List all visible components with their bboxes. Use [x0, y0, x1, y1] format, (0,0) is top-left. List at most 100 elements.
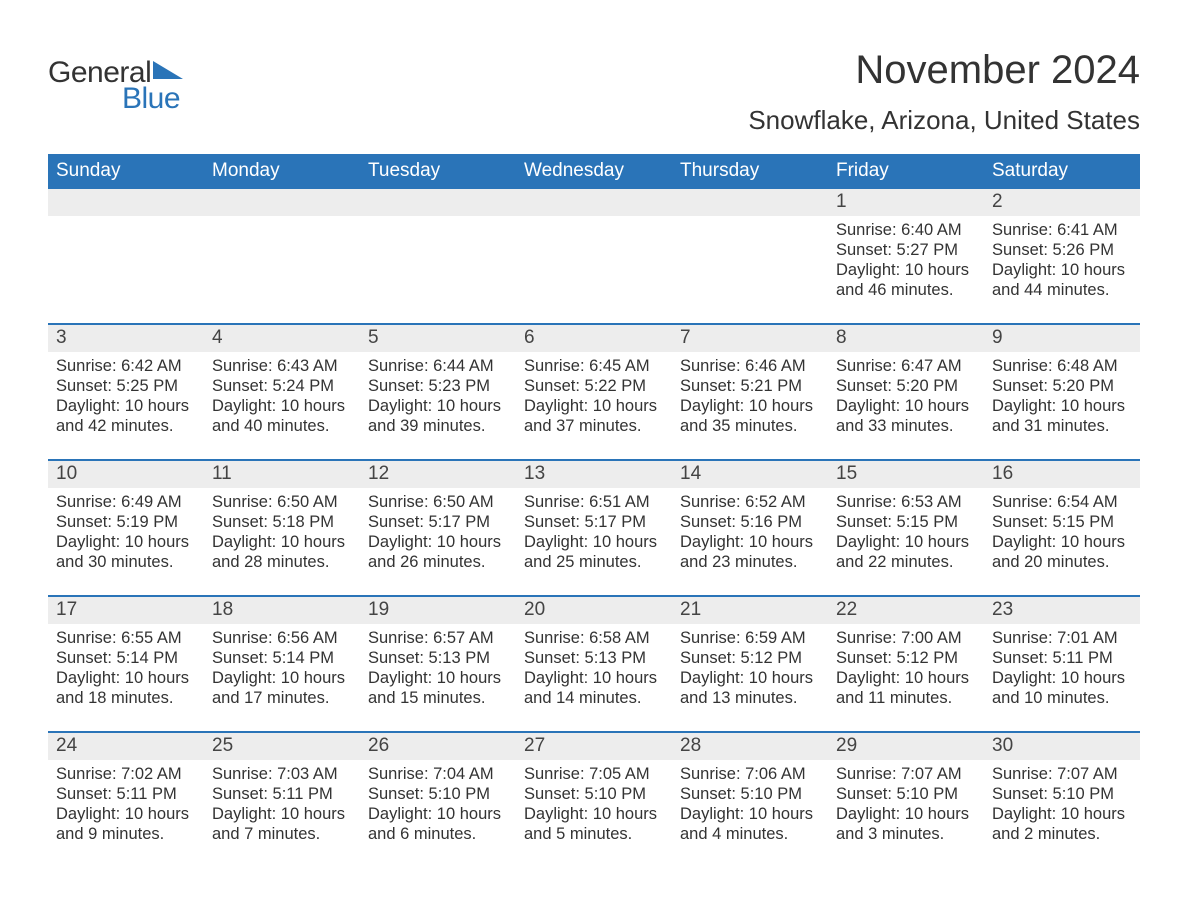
sunrise-text: Sunrise: 7:00 AM: [836, 628, 976, 648]
sunset-text: Sunset: 5:25 PM: [56, 376, 196, 396]
sunrise-text: Sunrise: 6:58 AM: [524, 628, 664, 648]
sunset-text: Sunset: 5:12 PM: [680, 648, 820, 668]
day-number: .: [204, 189, 360, 216]
day-cell: 16Sunrise: 6:54 AMSunset: 5:15 PMDayligh…: [984, 461, 1140, 581]
sunrise-text: Sunrise: 7:02 AM: [56, 764, 196, 784]
day-cell: 15Sunrise: 6:53 AMSunset: 5:15 PMDayligh…: [828, 461, 984, 581]
sunset-text: Sunset: 5:13 PM: [524, 648, 664, 668]
day-number: 7: [672, 325, 828, 352]
day-number: 5: [360, 325, 516, 352]
day-content: Sunrise: 6:43 AMSunset: 5:24 PMDaylight:…: [204, 352, 360, 437]
brand-triangle-icon: [153, 61, 183, 84]
day-content: Sunrise: 6:46 AMSunset: 5:21 PMDaylight:…: [672, 352, 828, 437]
day-content: Sunrise: 7:04 AMSunset: 5:10 PMDaylight:…: [360, 760, 516, 845]
sunrise-text: Sunrise: 6:56 AM: [212, 628, 352, 648]
brand-logo: General Blue: [48, 56, 183, 116]
day-cell: .: [672, 189, 828, 309]
day-content: Sunrise: 6:49 AMSunset: 5:19 PMDaylight:…: [48, 488, 204, 573]
daylight-text: Daylight: 10 hours and 6 minutes.: [368, 804, 508, 844]
sunset-text: Sunset: 5:21 PM: [680, 376, 820, 396]
sunset-text: Sunset: 5:20 PM: [836, 376, 976, 396]
weekday-header: Sunday Monday Tuesday Wednesday Thursday…: [48, 154, 1140, 189]
header: General Blue November 2024 Snowflake, Ar…: [48, 48, 1140, 136]
day-content: Sunrise: 7:07 AMSunset: 5:10 PMDaylight:…: [984, 760, 1140, 845]
sunset-text: Sunset: 5:18 PM: [212, 512, 352, 532]
sunset-text: Sunset: 5:11 PM: [56, 784, 196, 804]
day-cell: 9Sunrise: 6:48 AMSunset: 5:20 PMDaylight…: [984, 325, 1140, 445]
daylight-text: Daylight: 10 hours and 37 minutes.: [524, 396, 664, 436]
day-number: 27: [516, 733, 672, 760]
sunset-text: Sunset: 5:10 PM: [524, 784, 664, 804]
daylight-text: Daylight: 10 hours and 33 minutes.: [836, 396, 976, 436]
sunset-text: Sunset: 5:11 PM: [992, 648, 1132, 668]
day-number: 19: [360, 597, 516, 624]
sunrise-text: Sunrise: 6:47 AM: [836, 356, 976, 376]
week-row: 17Sunrise: 6:55 AMSunset: 5:14 PMDayligh…: [48, 595, 1140, 717]
day-content: Sunrise: 6:54 AMSunset: 5:15 PMDaylight:…: [984, 488, 1140, 573]
day-cell: 20Sunrise: 6:58 AMSunset: 5:13 PMDayligh…: [516, 597, 672, 717]
day-cell: 10Sunrise: 6:49 AMSunset: 5:19 PMDayligh…: [48, 461, 204, 581]
sunrise-text: Sunrise: 6:50 AM: [212, 492, 352, 512]
sunrise-text: Sunrise: 6:51 AM: [524, 492, 664, 512]
day-number: 21: [672, 597, 828, 624]
day-cell: 29Sunrise: 7:07 AMSunset: 5:10 PMDayligh…: [828, 733, 984, 853]
sunset-text: Sunset: 5:11 PM: [212, 784, 352, 804]
day-cell: 1Sunrise: 6:40 AMSunset: 5:27 PMDaylight…: [828, 189, 984, 309]
daylight-text: Daylight: 10 hours and 17 minutes.: [212, 668, 352, 708]
day-cell: 28Sunrise: 7:06 AMSunset: 5:10 PMDayligh…: [672, 733, 828, 853]
weekday-tue: Tuesday: [360, 154, 516, 189]
sunrise-text: Sunrise: 7:07 AM: [992, 764, 1132, 784]
sunset-text: Sunset: 5:17 PM: [524, 512, 664, 532]
day-content: Sunrise: 6:44 AMSunset: 5:23 PMDaylight:…: [360, 352, 516, 437]
sunrise-text: Sunrise: 6:49 AM: [56, 492, 196, 512]
sunrise-text: Sunrise: 7:05 AM: [524, 764, 664, 784]
day-content: Sunrise: 6:57 AMSunset: 5:13 PMDaylight:…: [360, 624, 516, 709]
daylight-text: Daylight: 10 hours and 20 minutes.: [992, 532, 1132, 572]
sunrise-text: Sunrise: 7:06 AM: [680, 764, 820, 784]
day-cell: 22Sunrise: 7:00 AMSunset: 5:12 PMDayligh…: [828, 597, 984, 717]
day-number: 24: [48, 733, 204, 760]
day-cell: 11Sunrise: 6:50 AMSunset: 5:18 PMDayligh…: [204, 461, 360, 581]
daylight-text: Daylight: 10 hours and 35 minutes.: [680, 396, 820, 436]
day-cell: 26Sunrise: 7:04 AMSunset: 5:10 PMDayligh…: [360, 733, 516, 853]
day-number: .: [672, 189, 828, 216]
day-number: 16: [984, 461, 1140, 488]
weekday-wed: Wednesday: [516, 154, 672, 189]
day-cell: .: [204, 189, 360, 309]
day-content: Sunrise: 6:58 AMSunset: 5:13 PMDaylight:…: [516, 624, 672, 709]
sunrise-text: Sunrise: 7:01 AM: [992, 628, 1132, 648]
sunset-text: Sunset: 5:19 PM: [56, 512, 196, 532]
day-number: 14: [672, 461, 828, 488]
daylight-text: Daylight: 10 hours and 46 minutes.: [836, 260, 976, 300]
day-content: Sunrise: 6:40 AMSunset: 5:27 PMDaylight:…: [828, 216, 984, 301]
daylight-text: Daylight: 10 hours and 40 minutes.: [212, 396, 352, 436]
day-content: Sunrise: 7:00 AMSunset: 5:12 PMDaylight:…: [828, 624, 984, 709]
day-cell: 3Sunrise: 6:42 AMSunset: 5:25 PMDaylight…: [48, 325, 204, 445]
sunset-text: Sunset: 5:10 PM: [992, 784, 1132, 804]
day-content: Sunrise: 7:07 AMSunset: 5:10 PMDaylight:…: [828, 760, 984, 845]
sunrise-text: Sunrise: 7:07 AM: [836, 764, 976, 784]
sunrise-text: Sunrise: 6:59 AM: [680, 628, 820, 648]
day-number: 15: [828, 461, 984, 488]
day-cell: 24Sunrise: 7:02 AMSunset: 5:11 PMDayligh…: [48, 733, 204, 853]
day-number: 11: [204, 461, 360, 488]
day-cell: 21Sunrise: 6:59 AMSunset: 5:12 PMDayligh…: [672, 597, 828, 717]
sunset-text: Sunset: 5:17 PM: [368, 512, 508, 532]
day-content: Sunrise: 7:02 AMSunset: 5:11 PMDaylight:…: [48, 760, 204, 845]
day-content: Sunrise: 6:42 AMSunset: 5:25 PMDaylight:…: [48, 352, 204, 437]
day-cell: 18Sunrise: 6:56 AMSunset: 5:14 PMDayligh…: [204, 597, 360, 717]
day-number: .: [48, 189, 204, 216]
sunrise-text: Sunrise: 6:44 AM: [368, 356, 508, 376]
day-cell: 27Sunrise: 7:05 AMSunset: 5:10 PMDayligh…: [516, 733, 672, 853]
sunset-text: Sunset: 5:16 PM: [680, 512, 820, 532]
sunrise-text: Sunrise: 6:50 AM: [368, 492, 508, 512]
day-number: 13: [516, 461, 672, 488]
daylight-text: Daylight: 10 hours and 4 minutes.: [680, 804, 820, 844]
day-cell: 7Sunrise: 6:46 AMSunset: 5:21 PMDaylight…: [672, 325, 828, 445]
sunset-text: Sunset: 5:13 PM: [368, 648, 508, 668]
day-content: Sunrise: 6:56 AMSunset: 5:14 PMDaylight:…: [204, 624, 360, 709]
day-cell: 17Sunrise: 6:55 AMSunset: 5:14 PMDayligh…: [48, 597, 204, 717]
daylight-text: Daylight: 10 hours and 26 minutes.: [368, 532, 508, 572]
sunrise-text: Sunrise: 6:55 AM: [56, 628, 196, 648]
day-content: Sunrise: 7:03 AMSunset: 5:11 PMDaylight:…: [204, 760, 360, 845]
